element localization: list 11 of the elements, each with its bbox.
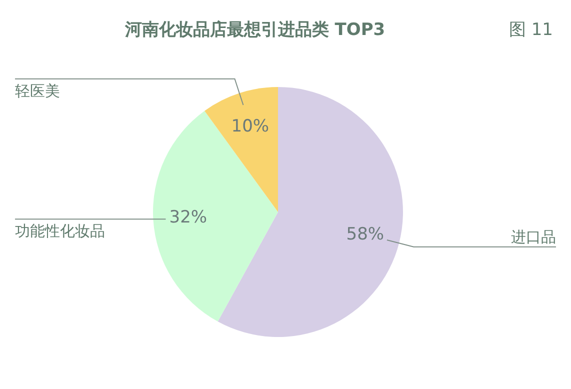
slice-label: 进口品	[511, 228, 556, 246]
data-label: 10%	[231, 116, 270, 136]
pie-slice	[204, 87, 278, 212]
pie-slice	[153, 110, 278, 322]
slice-label: 功能性化妆品	[15, 222, 105, 240]
chart-title: 河南化妆品店最想引进品类 TOP3	[124, 20, 386, 40]
slice-label: 轻医美	[15, 82, 60, 100]
caption: 图 11	[508, 20, 553, 40]
data-label: 58%	[346, 224, 384, 244]
data-label: 32%	[169, 208, 208, 228]
pie-slice	[218, 87, 403, 337]
